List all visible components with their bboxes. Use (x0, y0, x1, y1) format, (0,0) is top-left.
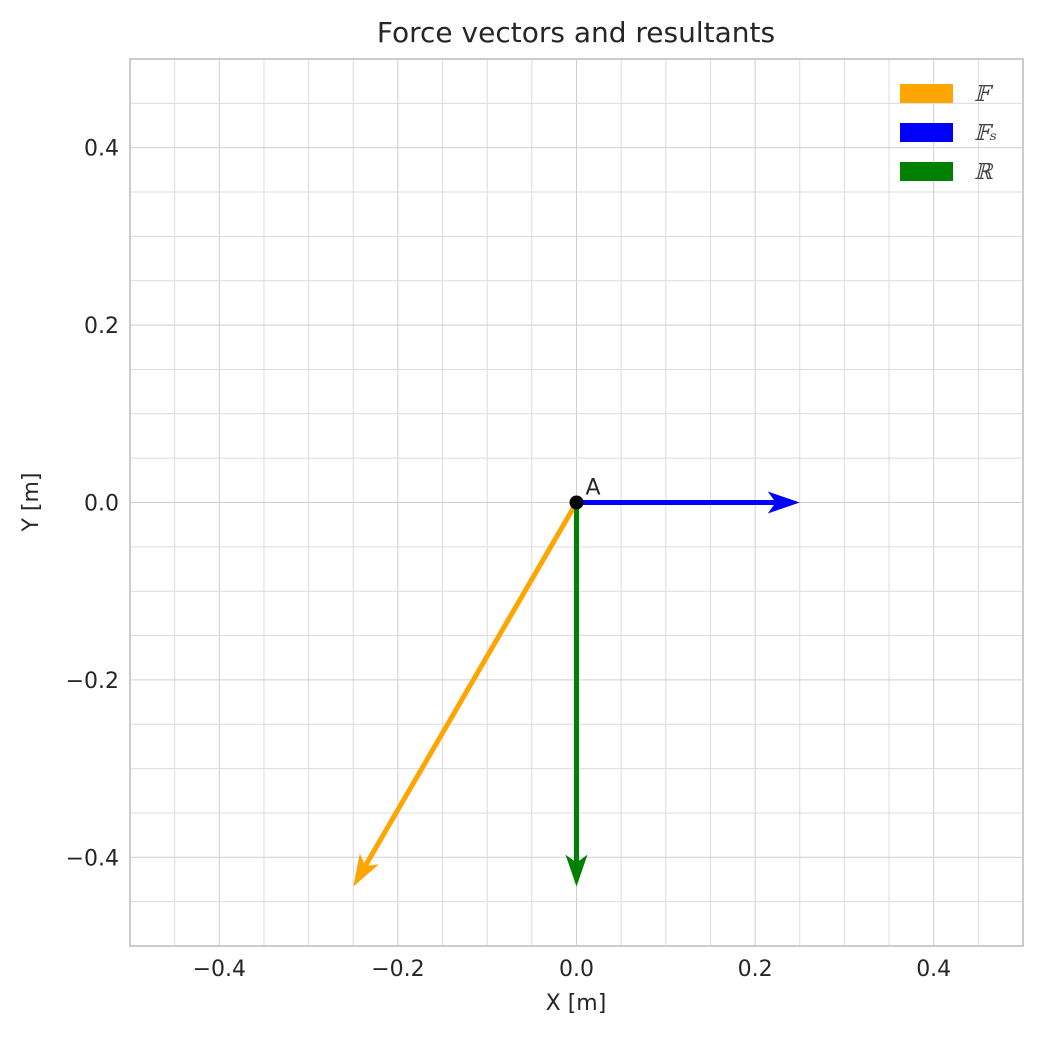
legend-swatch (900, 162, 953, 181)
y-axis-label: Y [m] (19, 472, 44, 532)
y-tick-label: 0.0 (84, 492, 119, 517)
x-tick-label: 0.0 (559, 957, 594, 982)
y-tick-label: 0.2 (84, 314, 119, 339)
vector-arrowhead (565, 854, 588, 887)
vectors (353, 491, 800, 887)
x-tick-label: 0.4 (916, 957, 951, 982)
point-label: A (586, 476, 601, 501)
tick-labels: −0.4 −0.2 0.0 0.2 0.4 −0.4 −0.2 0.0 0.2 0.4 (66, 137, 952, 982)
legend-label: 𝔽ₛ (974, 121, 997, 146)
legend-swatch (900, 123, 953, 142)
x-tick-label: −0.2 (371, 957, 424, 982)
force-vector-0 (353, 501, 579, 887)
legend: 𝔽 𝔽ₛ ℝ (900, 82, 997, 185)
legend-swatch (900, 84, 953, 103)
force-vector-2 (565, 502, 588, 887)
vector-arrowhead (767, 491, 800, 514)
x-tick-label: −0.4 (193, 957, 246, 982)
force-vector-1 (576, 491, 800, 514)
y-tick-label: −0.2 (66, 669, 119, 694)
y-tick-label: −0.4 (66, 846, 119, 871)
points: A (569, 476, 601, 510)
legend-label: ℝ (974, 160, 994, 185)
point-marker (569, 495, 584, 510)
x-tick-label: 0.2 (738, 957, 773, 982)
x-axis-label: X [m] (546, 991, 607, 1016)
chart-title: Force vectors and resultants (377, 16, 775, 49)
vector-arrowhead (353, 853, 379, 887)
vector-shaft (363, 501, 579, 868)
y-tick-label: 0.4 (84, 137, 119, 162)
plot-frame (129, 58, 1024, 947)
legend-label: 𝔽 (974, 82, 994, 107)
